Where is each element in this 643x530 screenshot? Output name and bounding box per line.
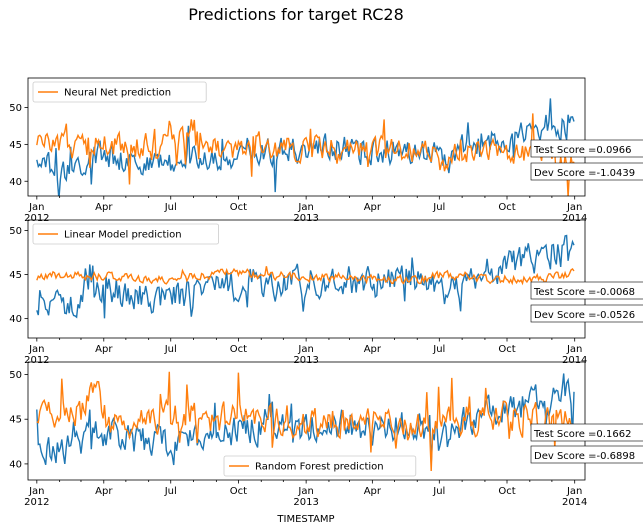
x-tick-label: Jan xyxy=(566,486,582,497)
x-tick-label: 2012 xyxy=(24,355,49,366)
dev-score-label-box xyxy=(530,162,643,181)
y-tick-label: 40 xyxy=(9,314,22,325)
x-tick-label: Oct xyxy=(230,202,247,213)
legend-label: Neural Net prediction xyxy=(64,88,171,99)
x-tick-label: 2012 xyxy=(24,497,49,508)
x-tick-label: 2014 xyxy=(562,213,587,224)
dev-score-label: Dev Score =-1.0439 xyxy=(534,168,635,179)
prediction-series-line xyxy=(36,113,575,196)
x-tick-label: Oct xyxy=(230,344,247,355)
test-score-label-box xyxy=(530,281,643,300)
y-tick-label: 45 xyxy=(9,270,22,281)
legend-box xyxy=(32,223,220,245)
y-tick-label: 50 xyxy=(9,370,22,381)
dev-score-label-box xyxy=(530,445,643,464)
test-score-label-box xyxy=(530,423,643,442)
test-score-label-box xyxy=(530,139,643,158)
x-tick-label: Jan xyxy=(28,344,44,355)
x-tick-label: Jul xyxy=(432,202,445,213)
x-tick-label: Apr xyxy=(364,344,382,355)
legend-label: Linear Model prediction xyxy=(64,230,182,241)
legend-box xyxy=(32,81,207,103)
prediction-series-line xyxy=(36,371,575,472)
test-score-label: Test Score =0.0966 xyxy=(533,145,631,156)
x-tick-label: Jan xyxy=(297,202,313,213)
legend: Random Forest prediction xyxy=(223,455,417,477)
x-tick-label: Oct xyxy=(230,486,247,497)
x-tick-label: Jul xyxy=(432,486,445,497)
x-tick-label: 2014 xyxy=(562,355,587,366)
x-tick-label: Apr xyxy=(95,202,113,213)
x-tick-label: Jan xyxy=(297,344,313,355)
actual-series-line xyxy=(36,234,575,319)
x-tick-label: Oct xyxy=(498,486,515,497)
x-tick-label: Jan xyxy=(566,344,582,355)
x-tick-label: Jul xyxy=(164,202,177,213)
x-tick-label: Jan xyxy=(297,486,313,497)
test-score-label: Test Score =-0.0068 xyxy=(533,287,635,298)
x-tick-label: Apr xyxy=(95,486,113,497)
x-tick-label: 2014 xyxy=(562,497,587,508)
test-score-label: Test Score =0.1662 xyxy=(533,429,631,440)
x-tick-label: Jul xyxy=(432,344,445,355)
x-tick-label: Jan xyxy=(28,202,44,213)
x-tick-label: Jul xyxy=(164,344,177,355)
actual-series-line xyxy=(36,98,575,196)
x-tick-label: Jan xyxy=(566,202,582,213)
y-tick-label: 40 xyxy=(9,459,22,470)
x-tick-label: 2013 xyxy=(293,355,318,366)
dev-score-label: Dev Score =-0.0526 xyxy=(534,310,635,321)
figure-title: Predictions for target RC28 xyxy=(188,5,404,24)
x-tick-label: Apr xyxy=(364,486,382,497)
x-tick-label: Oct xyxy=(498,202,515,213)
x-tick-label: Apr xyxy=(364,202,382,213)
y-tick-label: 40 xyxy=(9,177,22,188)
legend-box xyxy=(223,455,417,477)
x-tick-label: Jan xyxy=(28,486,44,497)
x-axis-label: TIMESTAMP xyxy=(276,514,334,525)
x-tick-label: Jul xyxy=(164,486,177,497)
x-tick-label: Oct xyxy=(498,344,515,355)
x-tick-label: 2012 xyxy=(24,213,49,224)
dev-score-label-box xyxy=(530,304,643,323)
y-tick-label: 50 xyxy=(9,103,22,114)
x-tick-label: 2013 xyxy=(293,213,318,224)
legend-label: Random Forest prediction xyxy=(255,462,384,473)
y-tick-label: 45 xyxy=(9,415,22,426)
legend: Neural Net prediction xyxy=(32,81,207,103)
dev-score-label: Dev Score =-0.6898 xyxy=(534,451,635,462)
x-tick-label: 2013 xyxy=(293,497,318,508)
prediction-series-line xyxy=(36,266,575,286)
y-tick-label: 45 xyxy=(9,140,22,151)
legend: Linear Model prediction xyxy=(32,223,220,245)
x-tick-label: Apr xyxy=(95,344,113,355)
y-tick-label: 50 xyxy=(9,226,22,237)
